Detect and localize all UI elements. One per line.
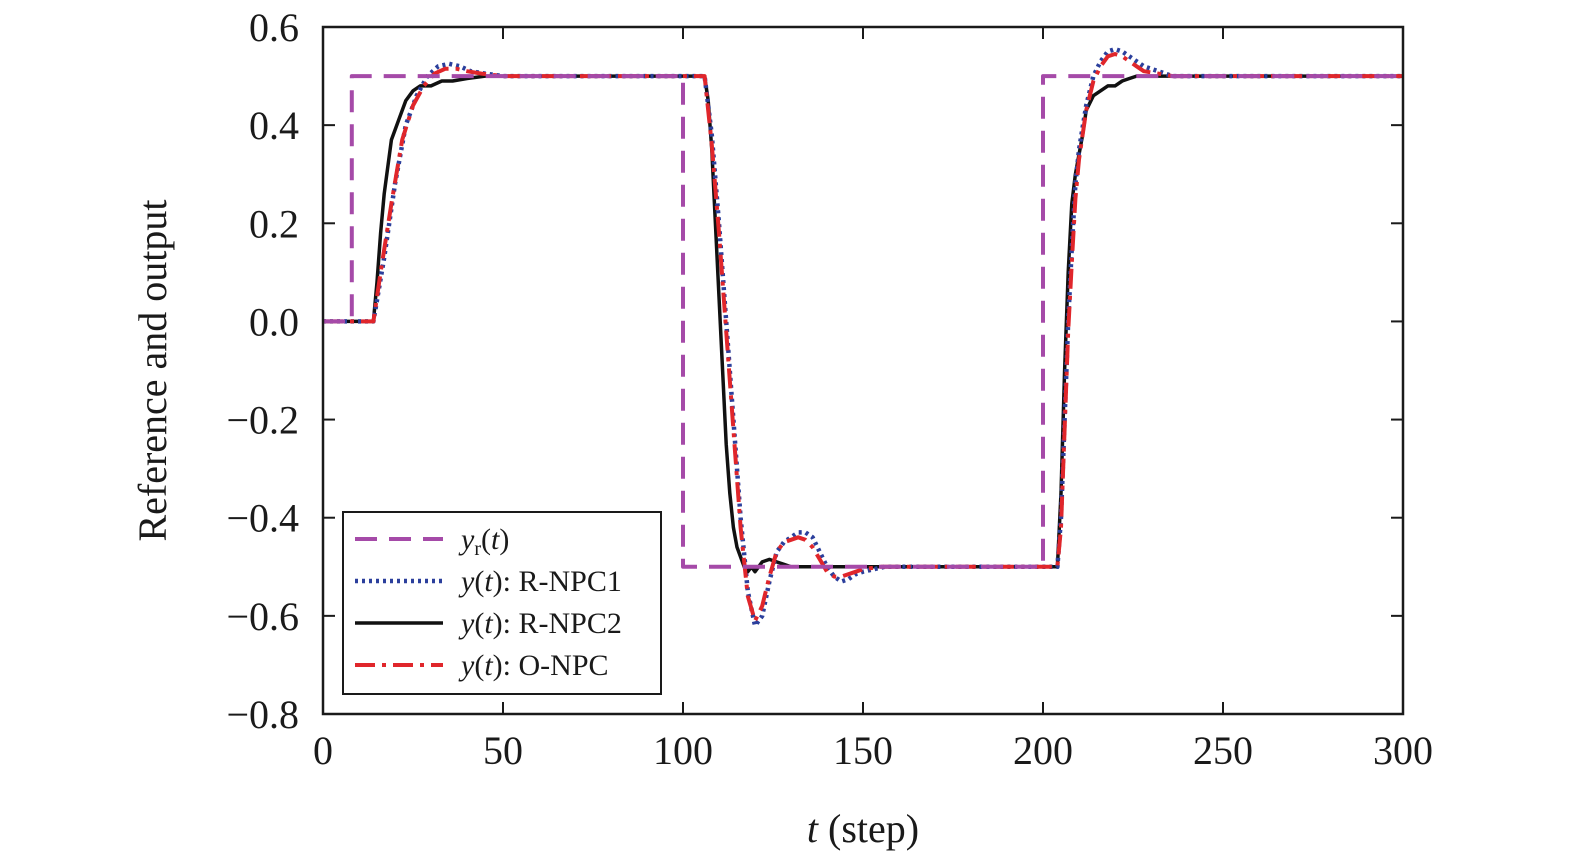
y-tick-label: 0.4 (249, 103, 299, 148)
x-tick-label: 0 (313, 728, 333, 773)
x-tick-label: 100 (653, 728, 713, 773)
legend-label-onpc: y(t): O-NPC (458, 649, 609, 682)
series-layer (323, 46, 1403, 628)
legend-label-rnpc1: y(t): R-NPC1 (458, 565, 622, 598)
y-tick-label: −0.8 (226, 692, 299, 737)
legend-label-yr: yr(t) (458, 523, 509, 560)
x-tick-label: 250 (1193, 728, 1253, 773)
plot-frame (321, 25, 1405, 716)
tick-labels-layer: 0 50 100 150 200 250 300 0.6 0.4 0.2 0.0 −0.2 −0.4 −0… (226, 5, 1433, 773)
y-tick-label: 0.2 (249, 201, 299, 246)
x-tick-label: 300 (1373, 728, 1433, 773)
x-tick-label: 150 (833, 728, 893, 773)
y-tick-label: 0.6 (249, 5, 299, 50)
y-tick-label: −0.2 (226, 398, 299, 443)
y-tick-label: 0.0 (249, 299, 299, 344)
x-axis-label: t (step) (807, 806, 919, 851)
series-line-yr (323, 74, 1403, 569)
x-tick-label: 200 (1013, 728, 1073, 773)
legend-items: yr(t) y(t): R-NPC1 y(t): R-NPC2 y(t): O-NPC (355, 523, 622, 682)
series-line-rnpc2 (323, 74, 1403, 574)
legend-label-rnpc2: y(t): R-NPC2 (458, 607, 622, 640)
legend: yr(t) y(t): R-NPC1 y(t): R-NPC2 y(t): O-NPC (342, 511, 662, 695)
x-axis-label-text: (step) (818, 806, 919, 851)
y-tick-label: −0.4 (226, 496, 299, 541)
x-tick-label: 50 (483, 728, 523, 773)
x-axis-label-variable: t (807, 806, 819, 851)
y-axis-label: Reference and output (130, 199, 175, 541)
series-line-onpc (323, 52, 1403, 623)
y-tick-label: −0.6 (226, 594, 299, 639)
